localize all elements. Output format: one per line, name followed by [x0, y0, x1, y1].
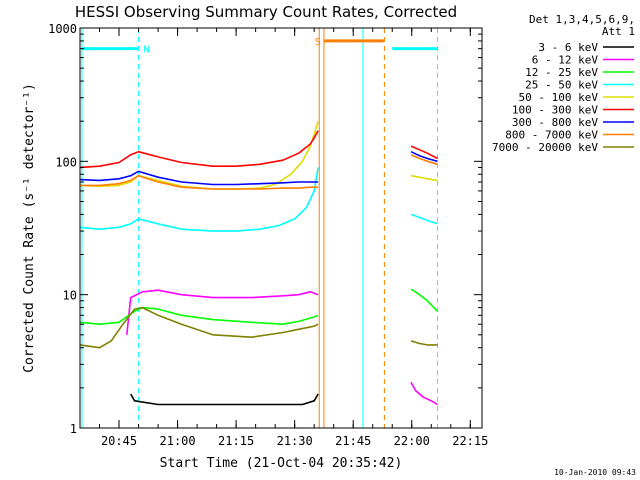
series-line-2-1 — [410, 288, 439, 312]
series-line-5-1 — [410, 145, 438, 160]
x-tick-label-6: 22:15 — [452, 434, 488, 448]
y-axis: 1 10 100 1000 — [48, 22, 482, 436]
series-line-0-0 — [130, 393, 319, 406]
y-tick-label-3: 1000 — [48, 22, 77, 36]
legend-label-7: 800 - 7000 keV — [505, 129, 598, 142]
flag-label-0: N — [144, 45, 150, 56]
series-line-1-1 — [410, 381, 438, 406]
x-tick-label-3: 21:30 — [277, 434, 313, 448]
legend-header-line1: Det 1,3,4,5,6,9, — [529, 13, 635, 26]
series-line-8-1 — [410, 340, 438, 346]
y-axis-label: Corrected Count Rate (s⁻¹ detector⁻¹) — [22, 83, 37, 373]
x-tick-label-2: 21:15 — [218, 434, 254, 448]
series-line-8-0 — [79, 306, 319, 349]
series-line-6-0 — [79, 170, 319, 186]
series-line-3-0 — [79, 167, 319, 232]
plot-frame — [79, 27, 483, 429]
x-tick-label-0: 20:45 — [101, 434, 137, 448]
series-line-5-0 — [79, 130, 319, 169]
y-tick-label-2: 100 — [55, 155, 77, 169]
legend-label-0: 3 - 6 keV — [538, 41, 598, 54]
legend-label-6: 300 - 800 keV — [512, 116, 598, 129]
series-line-3-1 — [410, 213, 438, 225]
flag-label-1: S — [315, 37, 321, 48]
y-tick-label-0: 1 — [70, 422, 77, 436]
legend-label-2: 12 - 25 keV — [525, 66, 598, 79]
x-tick-label-5: 22:00 — [394, 434, 430, 448]
x-axis-label: Start Time (21-Oct-04 20:35:42) — [160, 456, 403, 471]
series-line-2-0 — [79, 306, 319, 326]
x-axis: 20:45 21:00 21:15 21:30 21:45 22:00 22:15 — [99, 28, 488, 448]
legend-label-4: 50 - 100 keV — [519, 91, 599, 104]
legend-label-1: 6 - 12 keV — [532, 54, 599, 67]
series-line-7-0 — [80, 174, 319, 190]
x-tick-label-4: 21:45 — [335, 434, 371, 448]
y-tick-label-1: 10 — [63, 289, 77, 303]
series-line-4-1 — [410, 174, 438, 182]
plot-area: NS — [79, 28, 439, 428]
series-line-1-0 — [126, 289, 319, 335]
legend-header-line2: Att 1 — [602, 25, 635, 38]
legend-label-8: 7000 - 20000 keV — [492, 141, 598, 154]
chart-title: HESSI Observing Summary Count Rates, Cor… — [75, 3, 457, 21]
legend-label-3: 25 - 50 keV — [525, 79, 598, 92]
series-line-7-1 — [410, 154, 438, 166]
legend-label-5: 100 - 300 keV — [512, 104, 598, 117]
timestamp: 10-Jan-2010 09:43 — [554, 468, 636, 477]
x-tick-label-1: 21:00 — [160, 434, 196, 448]
series-line-6-1 — [410, 150, 438, 163]
